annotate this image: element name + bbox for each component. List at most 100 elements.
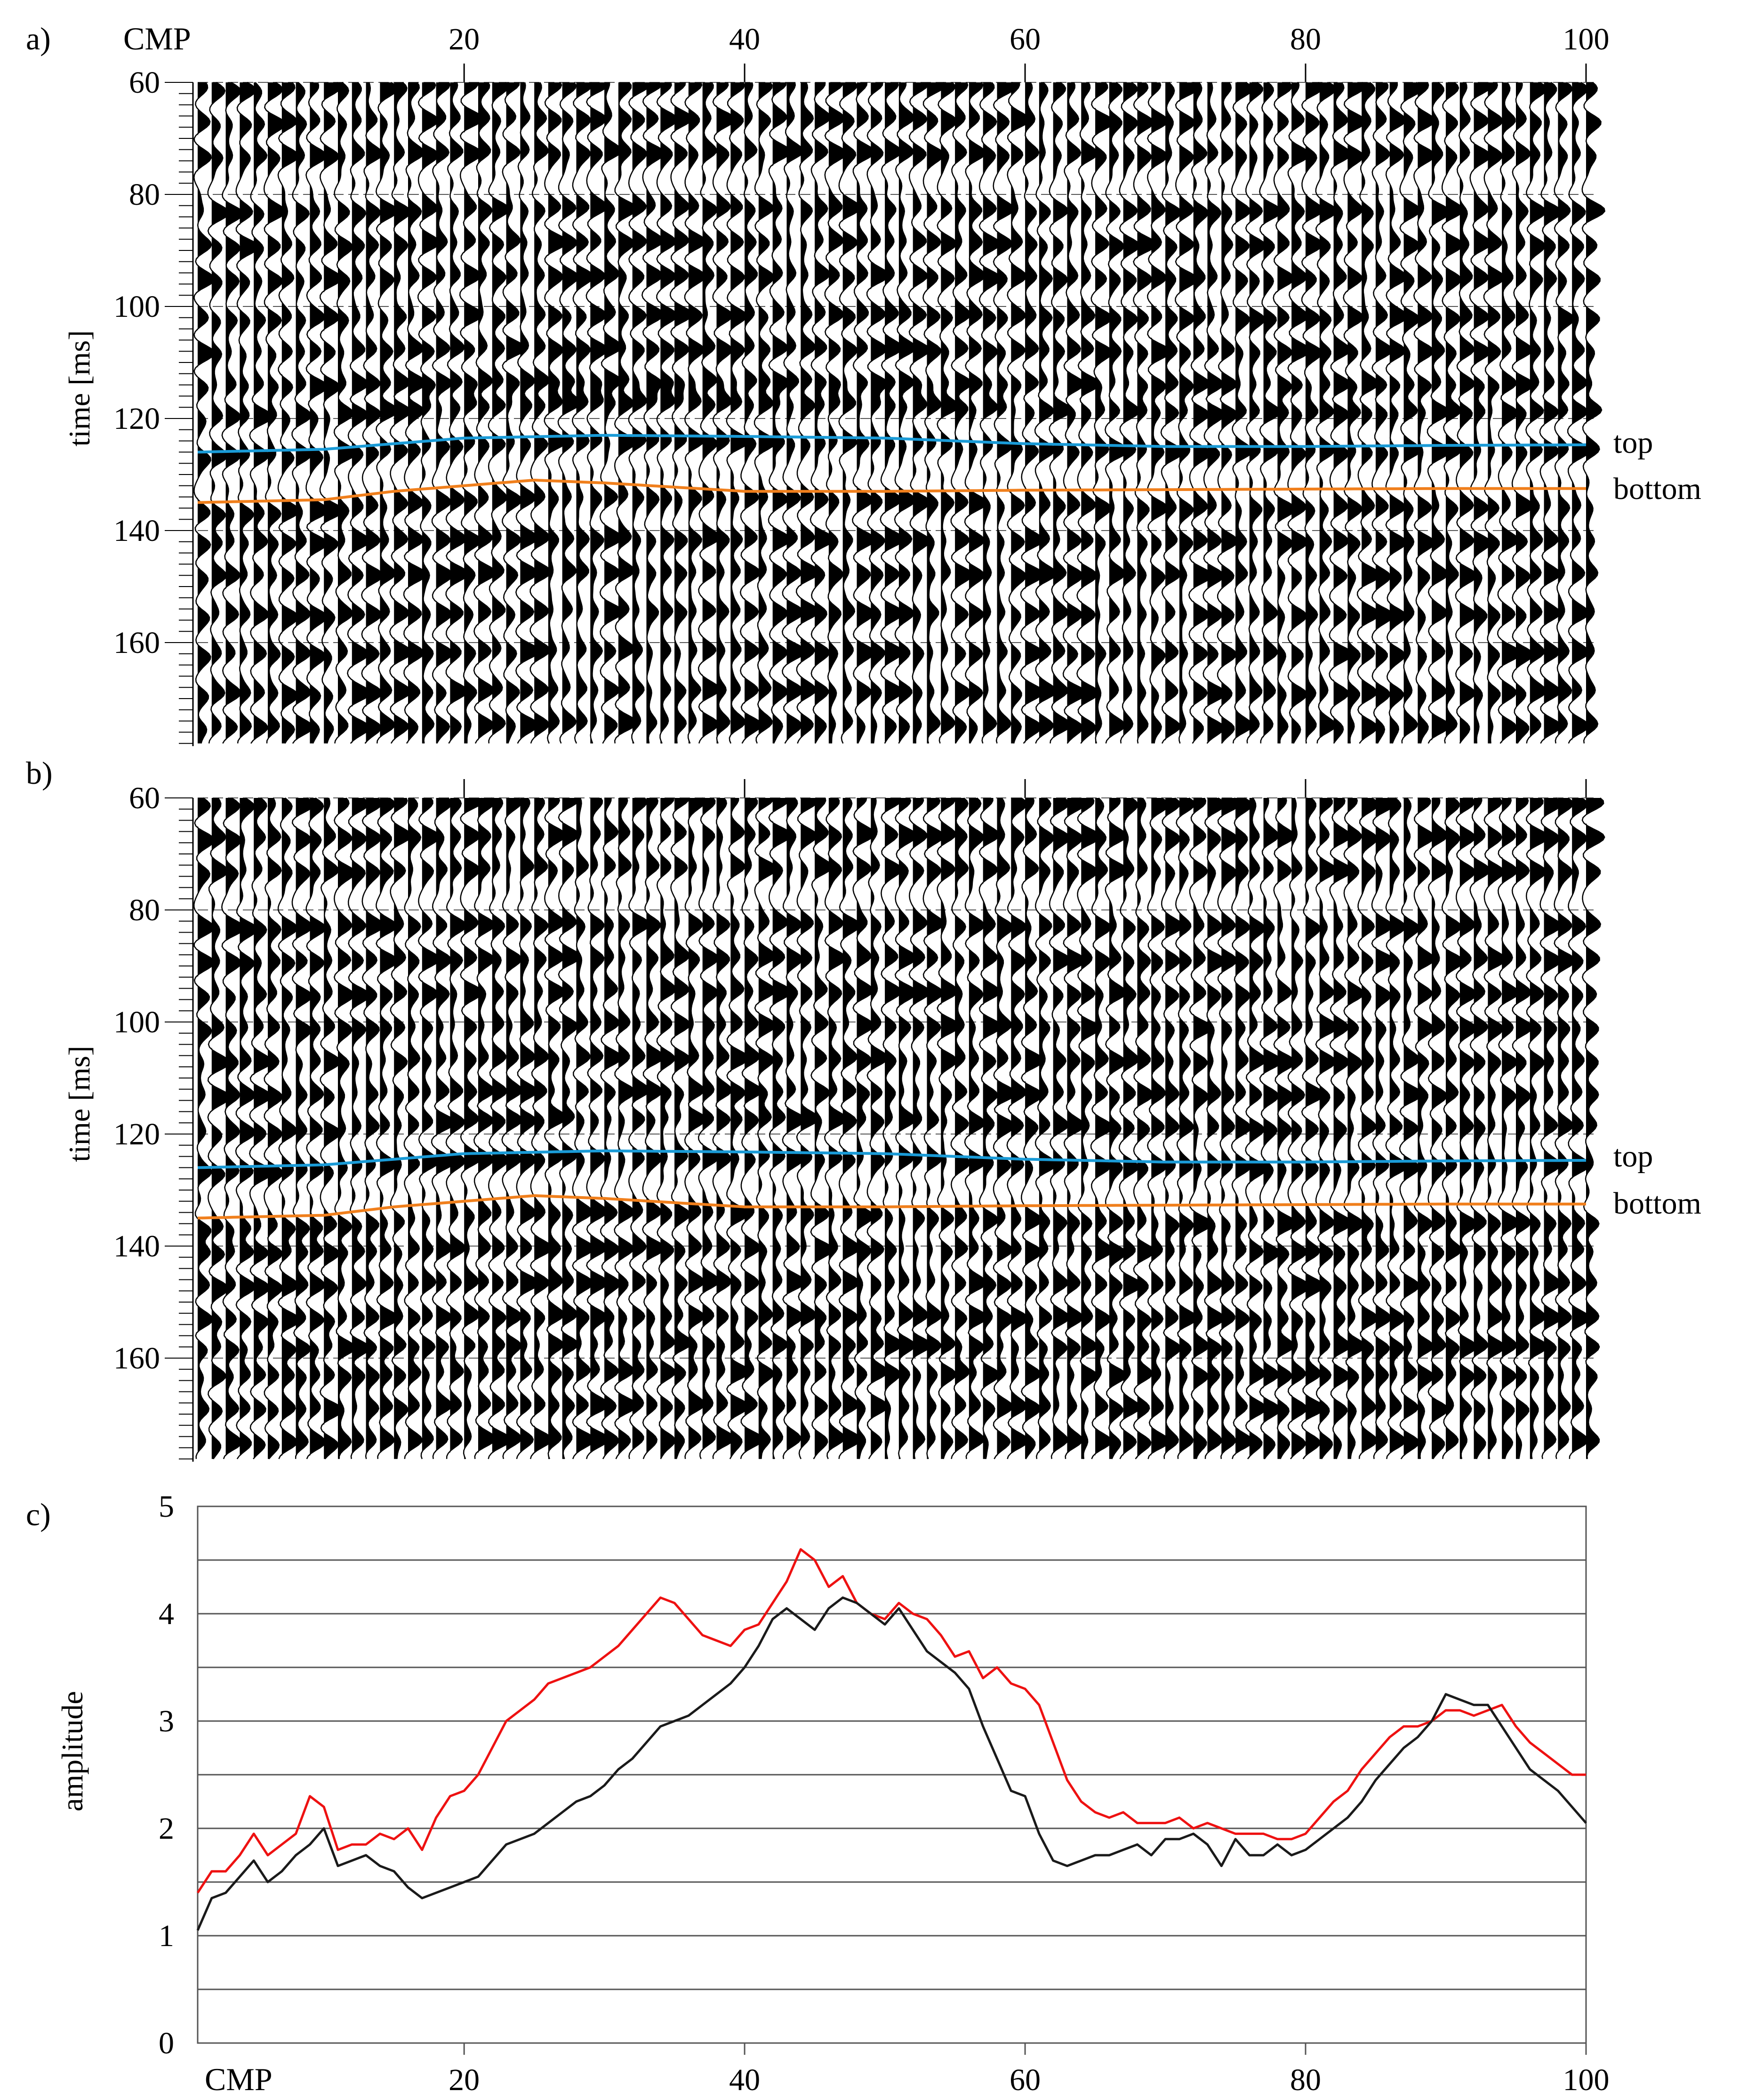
- a-x-tick-label: 100: [1563, 22, 1610, 56]
- panel-c-xlabel: CMP: [205, 2061, 272, 2097]
- a-trace: [1413, 82, 1436, 744]
- b-trace: [1371, 797, 1395, 1459]
- series-red-line: [196, 1548, 1586, 1894]
- a-trace: [1483, 82, 1506, 744]
- a-trace-fill: [815, 82, 834, 744]
- b-trace: [403, 797, 423, 1459]
- b-trace-fill: [352, 798, 370, 1459]
- a-trace: [1315, 81, 1338, 744]
- b-trace-fill: [1319, 798, 1338, 1459]
- a-trace: [445, 82, 469, 744]
- b-trace: [1077, 797, 1101, 1459]
- a-trace-fill: [955, 82, 973, 744]
- b-trace-fill: [885, 798, 903, 1459]
- b-trace: [586, 797, 610, 1459]
- a-trace: [1020, 82, 1045, 744]
- b-trace: [1133, 797, 1155, 1459]
- b-trace-fill: [927, 798, 944, 1459]
- b-trace-fill: [604, 798, 622, 1459]
- a-trace: [305, 82, 329, 744]
- b-trace: [207, 797, 231, 1459]
- b-trace: [1021, 797, 1044, 1459]
- a-trace-fill: [1263, 82, 1282, 744]
- b-trace: [740, 797, 764, 1459]
- a-trace: [880, 82, 905, 744]
- a-trace: [1062, 82, 1087, 744]
- a-trace: [852, 82, 876, 744]
- b-trace: [1006, 797, 1029, 1459]
- b-trace: [852, 797, 876, 1459]
- a-trace: [866, 82, 890, 744]
- b-trace-fill: [281, 798, 300, 1459]
- a-trace: [1160, 82, 1184, 744]
- a-trace-fill: [828, 82, 847, 744]
- a-trace-fill: [702, 82, 720, 744]
- b-trace: [1301, 797, 1325, 1459]
- b-trace-fill: [1459, 798, 1477, 1459]
- panel-a-left-axis: 60 80 100 120 140 160: [113, 65, 194, 746]
- b-trace: [937, 797, 960, 1459]
- b-trace: [1498, 797, 1520, 1459]
- b-trace-fill: [1446, 798, 1463, 1459]
- a-trace: [1076, 82, 1101, 744]
- a-trace-fill: [604, 82, 623, 744]
- b-trace-fill: [254, 798, 273, 1459]
- b-trace-fill: [1109, 798, 1128, 1459]
- panel-a-traces: [193, 81, 1606, 744]
- b-trace-fill: [211, 798, 230, 1459]
- a-y-tick-label: 80: [129, 177, 160, 212]
- a-trace: [628, 82, 651, 744]
- panel-c-x-ticks: 20 40 60 80 100: [449, 2043, 1610, 2097]
- a-trace: [1511, 82, 1534, 744]
- panel-b-top-horizon: [197, 1149, 1587, 1169]
- a-trace: [641, 82, 665, 744]
- b-trace: [1511, 797, 1533, 1459]
- a-trace-fill: [436, 82, 453, 744]
- a-trace-fill: [1389, 82, 1407, 744]
- a-trace-fill: [997, 82, 1016, 744]
- b-trace: [1049, 797, 1072, 1459]
- b-trace-fill: [1306, 798, 1324, 1459]
- b-trace-fill: [1193, 798, 1212, 1459]
- b-trace-fill: [380, 798, 399, 1459]
- b-trace: [1175, 797, 1198, 1459]
- b-trace-fill: [801, 798, 819, 1459]
- a-trace-fill: [1277, 82, 1296, 744]
- b-trace: [726, 797, 751, 1459]
- a-trace: [221, 81, 244, 744]
- panel-b-ylabel: time [ms]: [63, 1046, 96, 1162]
- b-trace-fill: [548, 798, 567, 1459]
- b-trace: [1357, 797, 1379, 1459]
- panel-a-label: a): [26, 21, 51, 56]
- b-trace: [1581, 797, 1605, 1459]
- a-trace: [950, 82, 973, 744]
- b-trace-fill: [436, 798, 456, 1459]
- b-trace-fill: [422, 798, 440, 1459]
- b-trace-fill: [520, 798, 539, 1459]
- a-trace: [1007, 82, 1030, 744]
- b-trace: [460, 797, 484, 1459]
- a-trace: [1343, 82, 1367, 744]
- b-trace: [796, 797, 819, 1459]
- b-trace: [922, 797, 945, 1459]
- b-trace: [1385, 797, 1408, 1459]
- b-trace-fill: [969, 798, 987, 1459]
- b-trace-fill: [1067, 798, 1085, 1459]
- a-trace: [669, 82, 693, 744]
- b-trace-fill: [716, 798, 734, 1459]
- b-trace: [1189, 797, 1213, 1459]
- c-x-tick-label: 100: [1563, 2063, 1610, 2097]
- b-trace: [600, 797, 623, 1459]
- a-trace: [277, 82, 300, 744]
- a-trace-fill: [1123, 82, 1140, 744]
- b-trace-fill: [1488, 798, 1506, 1459]
- panel-b-top-ticks: [463, 779, 1587, 798]
- panel-a-cmp-label: CMP: [123, 21, 191, 56]
- b-trace-fill: [492, 798, 511, 1459]
- a-trace-fill: [576, 82, 593, 744]
- b-trace: [1427, 797, 1449, 1459]
- b-trace: [361, 797, 385, 1459]
- b-trace-fill: [1389, 798, 1407, 1459]
- b-trace-fill: [1558, 798, 1576, 1459]
- panel-a-top-horizon: [197, 434, 1587, 454]
